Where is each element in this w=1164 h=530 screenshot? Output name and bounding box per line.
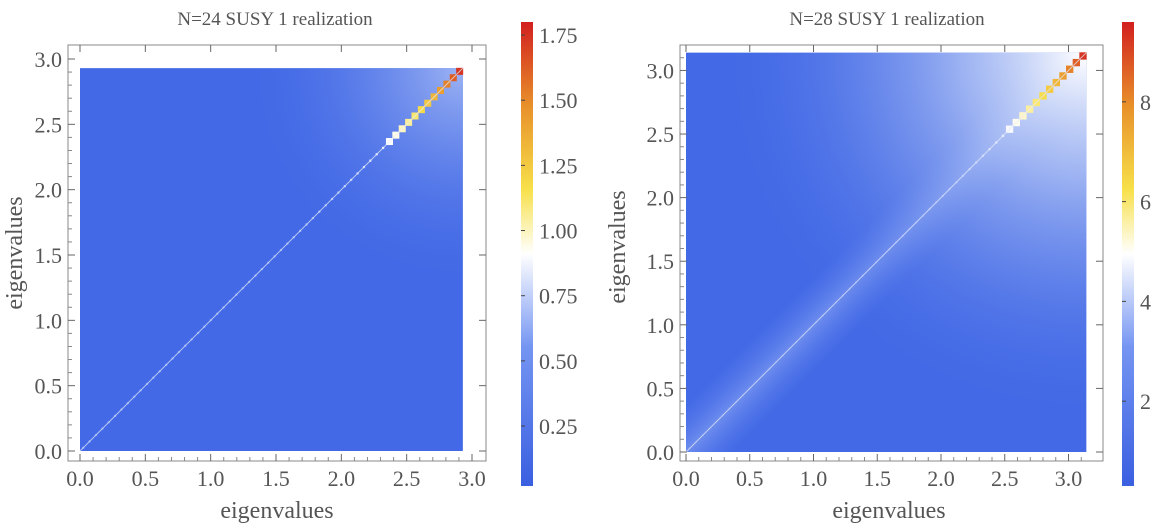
right-heatmap-panel: N=28 SUSY 1 realization 0.0 0.5 1.0 1.5 2.0 2… — [605, 9, 1151, 524]
left-colorbar-tick-label: 0.50 — [539, 349, 578, 374]
left-plot-frame — [67, 44, 487, 462]
left-y-tick-label: 0.0 — [35, 439, 63, 464]
right-y-axis-label: eigenvalues — [605, 190, 631, 303]
right-y-tick-label: 3.0 — [647, 58, 675, 83]
right-x-axis-label: eigenvalues — [832, 498, 945, 524]
left-x-tick-label: 3.0 — [458, 466, 486, 491]
left-x-tick-label: 1.0 — [197, 466, 225, 491]
left-x-tick-label: 0.0 — [66, 466, 94, 491]
right-y-tick-label: 0.0 — [647, 440, 675, 465]
left-x-tick-label: 0.5 — [132, 466, 160, 491]
left-colorbar — [521, 22, 533, 486]
left-colorbar-ticks: 0.25 0.50 0.75 1.00 1.25 1.50 1.75 — [521, 23, 578, 439]
right-chart-title: N=28 SUSY 1 realization — [789, 9, 985, 30]
right-y-tick-label: 1.0 — [647, 313, 675, 338]
left-chart-title: N=24 SUSY 1 realization — [177, 9, 373, 30]
left-x-tick-label: 1.5 — [262, 466, 290, 491]
right-x-tick-label: 1.5 — [864, 466, 892, 491]
right-diagonal-line — [685, 52, 1087, 453]
left-heatmap-panel: N=24 SUSY 1 realization 0.0 0.5 1.0 1.5 2.0 2… — [2, 9, 578, 524]
left-y-tick-label: 1.5 — [35, 243, 63, 268]
right-colorbar — [1122, 22, 1134, 486]
right-colorbar-tick-label: 8 — [1140, 90, 1151, 115]
right-y-tick-label: 2.0 — [647, 186, 675, 211]
left-heatmap-diagonal — [79, 67, 464, 452]
right-x-tick-label: 0.0 — [672, 466, 700, 491]
right-y-tick-label: 0.5 — [647, 376, 675, 401]
left-colorbar-tick-label: 1.25 — [539, 153, 578, 178]
right-colorbar-tick-label: 2 — [1140, 389, 1151, 414]
left-colorbar-tick-label: 1.75 — [539, 23, 578, 48]
right-axis-ticks: 0.0 0.5 1.0 1.5 2.0 2.5 3.0 0.0 0.5 1.0 1.5 2.0 2.5 3… — [647, 45, 1103, 491]
right-colorbar-tick-label: 6 — [1140, 190, 1151, 215]
left-y-tick-label: 3.0 — [35, 47, 63, 72]
right-y-tick-label: 2.5 — [647, 122, 675, 147]
right-x-tick-label: 3.0 — [1055, 466, 1083, 491]
right-x-tick-label: 1.0 — [800, 466, 828, 491]
right-colorbar-tick-label: 4 — [1140, 289, 1151, 314]
left-x-tick-label: 2.5 — [393, 466, 421, 491]
right-x-tick-label: 2.5 — [991, 466, 1019, 491]
left-y-axis-label: eigenvalues — [2, 196, 28, 309]
left-colorbar-tick-label: 1.00 — [539, 219, 578, 244]
right-colorbar-ticks: 2 4 6 8 — [1122, 90, 1151, 414]
left-y-tick-label: 2.5 — [35, 112, 63, 137]
left-y-tick-label: 1.0 — [35, 308, 63, 333]
right-x-tick-label: 2.0 — [927, 466, 955, 491]
left-diagonal-line — [79, 67, 464, 452]
right-heatmap-diagonal — [685, 52, 1087, 453]
left-colorbar-tick-label: 1.50 — [539, 88, 578, 113]
left-y-tick-label: 0.5 — [35, 374, 63, 399]
right-plot-frame — [679, 44, 1104, 462]
left-y-tick-label: 2.0 — [35, 178, 63, 203]
left-axis-ticks: 0.0 0.5 1.0 1.5 2.0 2.5 3.0 0.0 0.5 1.0 1.5 2.0 2.5 3… — [35, 45, 486, 491]
right-y-tick-label: 1.5 — [647, 249, 675, 274]
left-colorbar-tick-label: 0.75 — [539, 284, 578, 309]
right-x-tick-label: 0.5 — [736, 466, 764, 491]
left-x-axis-label: eigenvalues — [220, 498, 333, 524]
left-colorbar-tick-label: 0.25 — [539, 414, 578, 439]
left-x-tick-label: 2.0 — [328, 466, 356, 491]
